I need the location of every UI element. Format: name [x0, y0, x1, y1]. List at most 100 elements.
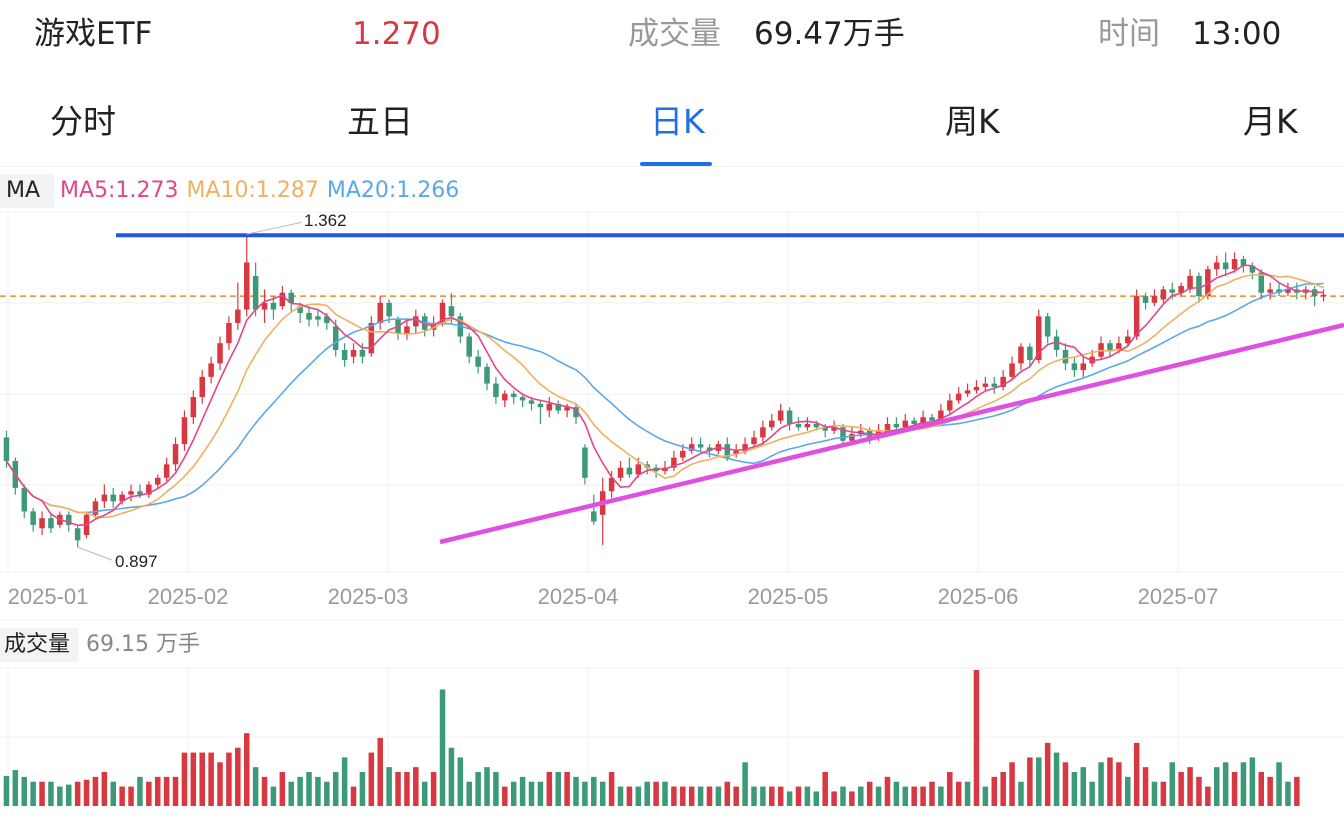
grid [0, 211, 1344, 806]
volume-bar [1018, 781, 1024, 806]
candle-body [786, 410, 793, 424]
volume-bar [902, 786, 909, 806]
candle-body [386, 302, 392, 317]
candle-body [742, 444, 748, 451]
volume-bar [261, 776, 268, 806]
volume-bar [564, 772, 570, 806]
candle-body [1222, 262, 1229, 270]
volume-bar [831, 791, 837, 806]
candle-body [1231, 259, 1238, 270]
candle-body [332, 326, 339, 350]
volume-bar [39, 781, 45, 806]
volume-bar [1213, 767, 1220, 806]
tab-daily-k[interactable]: 日K [650, 102, 705, 141]
tab-monthly-k[interactable]: 月K [1243, 102, 1298, 141]
volume-bar [172, 776, 179, 806]
volume-bar [1133, 742, 1140, 806]
volume-bar [582, 781, 588, 806]
candle-body [92, 501, 99, 515]
candle-body [3, 437, 10, 461]
candle-body [1320, 294, 1327, 297]
volume-bar [332, 772, 339, 806]
candle-body [475, 356, 481, 367]
candle-body [1009, 363, 1015, 377]
volume-bar [279, 772, 286, 806]
ma10-line [5, 274, 1324, 519]
volume-bar [475, 772, 481, 806]
candle-body [510, 393, 517, 398]
last-price: 1.270 [352, 16, 441, 52]
volume-value: 69.47万手 [754, 16, 905, 52]
volume-bar [315, 776, 321, 806]
candle-body [48, 518, 54, 529]
candle-body [199, 376, 205, 398]
candle-body [1080, 363, 1087, 371]
candle-body [1125, 336, 1131, 344]
volume-tag[interactable]: 成交量 [0, 628, 79, 662]
candle-body [261, 302, 268, 310]
volume-bar [964, 781, 971, 806]
volume-bar [199, 752, 205, 806]
volume-bar [671, 786, 677, 806]
candle-body [884, 423, 891, 431]
volume-bar [626, 786, 633, 806]
low-leader-line [77, 546, 113, 561]
candle-body [1205, 269, 1211, 297]
x-tick-label: 2025-07 [1138, 584, 1219, 609]
volume-bar [448, 747, 455, 806]
volume-bar [110, 781, 117, 806]
volume-bar [742, 762, 748, 806]
candle-body [1000, 376, 1006, 387]
volume-bar [1062, 762, 1069, 806]
volume-bar [884, 776, 891, 806]
candle-body [181, 417, 188, 445]
volume-label: 成交量 [628, 16, 721, 52]
ma-tag[interactable]: MA [0, 174, 55, 208]
candle-body [324, 316, 330, 324]
candle-body [697, 444, 704, 448]
candle-body [30, 511, 36, 525]
volume-bar [955, 781, 962, 806]
candle-body [493, 383, 499, 398]
candle-body [1036, 316, 1042, 361]
volume-bar [1080, 767, 1087, 806]
volume-bar [368, 752, 375, 806]
volume-bar [74, 781, 81, 806]
volume-bar [1178, 772, 1184, 806]
x-tick-label: 2025-02 [148, 584, 229, 609]
high-leader-line [246, 221, 303, 235]
candles [3, 234, 1327, 548]
volume-panel-value: 69.15 万手 [86, 632, 200, 657]
candle-body [1116, 343, 1122, 350]
volume-bar [1089, 781, 1095, 806]
candle-body [920, 417, 926, 424]
ma20-line [5, 282, 1324, 514]
candle-body [955, 393, 962, 401]
candle-body [626, 467, 633, 475]
volume-bar [252, 767, 259, 806]
fund-name: 游戏ETF [34, 16, 153, 52]
volume-bar [608, 772, 615, 806]
candle-body [840, 427, 846, 441]
candle-body [74, 528, 81, 541]
tab-weekly-k[interactable]: 周K [945, 102, 1000, 141]
candle-body [1133, 296, 1140, 337]
volume-bar [65, 784, 72, 806]
candle-body [1196, 275, 1202, 297]
volume-bar [929, 781, 935, 806]
candle-body [1027, 346, 1033, 361]
active-tab-indicator [640, 162, 712, 166]
candle-body [65, 514, 72, 525]
tab-five-day[interactable]: 五日 [347, 102, 413, 141]
candle-body [929, 417, 935, 421]
volume-bar [404, 772, 410, 806]
high-annotation: 1.362 [304, 211, 347, 230]
ma5-label: MA5:1.273 [60, 178, 179, 203]
volume-bar [306, 772, 312, 806]
volume-bar [822, 772, 828, 806]
candle-body [1213, 262, 1220, 270]
volume-bar [1009, 762, 1015, 806]
volume-bar [395, 772, 401, 806]
tab-intraday[interactable]: 分时 [50, 102, 116, 141]
